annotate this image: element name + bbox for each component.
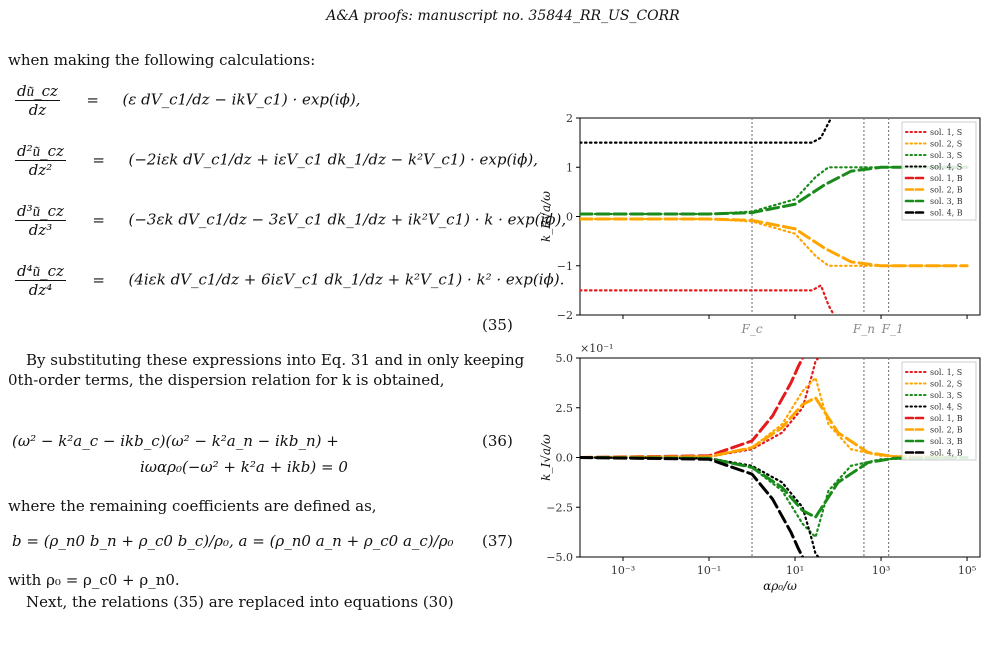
paragraph: By substituting these expressions into E…: [8, 351, 525, 389]
legend-label: sol. 4, B: [930, 209, 963, 218]
intro-text: when making the following calculations:: [8, 51, 316, 69]
legend-label: sol. 3, S: [930, 151, 962, 160]
legend-box: [901, 121, 977, 221]
equation-rhs: (−2iεk dV_c1/dz + iεV_c1 dk_1/dz − k²V_c…: [128, 150, 538, 169]
series-line: [580, 456, 969, 540]
legend-label: sol. 1, B: [930, 174, 963, 183]
equation-36-line2: iωαρ₀(−ω² + k²a + ikb) = 0: [140, 458, 348, 476]
series-line: [580, 118, 833, 144]
series-line: [580, 217, 969, 268]
equation-rhs: (−3εk dV_c1/dz − 3εV_c1 dk_1/dz + ik²V_c…: [128, 210, 567, 229]
page-header: A&A proofs: manuscript no. 35844_RR_US_C…: [326, 8, 680, 24]
reference-line-label: F_1: [881, 322, 904, 336]
y-tick-label: 0: [566, 211, 573, 224]
y-tick-label: 5.0: [556, 352, 574, 365]
y-tick-label: 1: [566, 161, 573, 174]
lhs-fraction: d³u͂_cz dz³: [15, 202, 66, 239]
y-tick-label: 2.5: [556, 402, 574, 415]
equation-row: d³u͂_cz dz³ = (−3εk dV_c1/dz − 3εV_c1 dk_…: [15, 202, 567, 239]
x-tick-label: 10⁵: [958, 564, 976, 577]
x-axis-label: αρ₀/ω: [763, 579, 797, 593]
figure: 2 1 0 −1 −2 F_c F_n F_1 k_R√a/ω sol. 1, S sol. 2, …: [540, 112, 981, 593]
equation-number: (36): [482, 432, 513, 450]
lhs-fraction: du͂_cz dz: [15, 82, 60, 119]
legend-label: sol. 3, S: [930, 391, 962, 400]
series-line: [580, 358, 820, 459]
legend-label: sol. 1, S: [930, 128, 962, 137]
y-tick-label: 2: [566, 112, 573, 125]
lhs-fraction: d⁴u͂_cz dz⁴: [15, 262, 66, 299]
series-line: [580, 456, 820, 557]
equation-37: b = (ρ_n0 b_n + ρ_c0 b_c)/ρ₀, a = (ρ_n0 …: [12, 532, 454, 550]
reference-line-label: F_c: [741, 322, 763, 336]
series-line: [580, 456, 805, 557]
legend-label: sol. 2, B: [930, 186, 963, 195]
legend-label: sol. 4, B: [930, 449, 963, 458]
axis-scale-label: ×10⁻¹: [580, 342, 613, 355]
equation-row: du͂_cz dz = (ε dV_c1/dz − ikV_c1) · exp(i…: [15, 82, 361, 119]
paragraph: with ρ₀ = ρ_c0 + ρ_n0.: [8, 571, 180, 589]
y-tick-label: 0.0: [556, 452, 574, 465]
series-line: [580, 165, 969, 216]
x-tick-label: 10³: [872, 564, 890, 577]
legend-label: sol. 3, B: [930, 437, 963, 446]
legend-label: sol. 2, B: [930, 426, 963, 435]
equation-row: d⁴u͂_cz dz⁴ = (4iεk dV_c1/dz + 6iεV_c1 dk…: [15, 262, 565, 299]
x-tick-label: 10¹: [786, 564, 804, 577]
legend-label: sol. 1, B: [930, 414, 963, 423]
y-tick-label: −5.0: [546, 551, 573, 564]
equation-rhs: (ε dV_c1/dz − ikV_c1) · exp(iϕ),: [122, 90, 361, 109]
paragraph: where the remaining coefficients are def…: [8, 497, 377, 515]
paragraph: Next, the relations (35) are replaced in…: [26, 593, 454, 611]
legend-label: sol. 3, B: [930, 197, 963, 206]
equation-rhs: (4iεk dV_c1/dz + 6iεV_c1 dk_1/dz + k²V_c…: [128, 270, 565, 289]
series-line: [580, 395, 969, 459]
legend-box: [901, 361, 977, 461]
equation-number: (37): [482, 532, 513, 550]
legend-label: sol. 1, S: [930, 368, 962, 377]
y-tick-label: −2.5: [546, 501, 573, 514]
reference-line-label: F_n: [852, 322, 875, 336]
series-line: [580, 283, 835, 315]
legend-label: sol. 4, S: [930, 163, 962, 172]
equation-number: (35): [482, 316, 513, 334]
x-tick-label: 10⁻¹: [697, 564, 721, 577]
equation-36-line1: (ω² − k²a_c − ikb_c)(ω² − k²a_n − ikb_n)…: [12, 432, 339, 450]
legend-label: sol. 4, S: [930, 403, 962, 412]
series-line: [580, 358, 805, 459]
y-tick-label: −1: [557, 260, 573, 273]
x-tick-label: 10⁻³: [611, 564, 635, 577]
y-tick-label: −2: [557, 309, 573, 322]
y-axis-label: k_R√a/ω: [540, 191, 553, 242]
series-line: [580, 456, 969, 520]
equation-row: d²u͂_cz dz² = (−2iεk dV_c1/dz + iεV_c1 dk…: [15, 142, 538, 179]
legend-label: sol. 2, S: [930, 380, 962, 389]
lhs-fraction: d²u͂_cz dz²: [15, 142, 66, 179]
y-axis-label: k_I√a/ω: [540, 434, 553, 481]
legend-label: sol. 2, S: [930, 140, 962, 149]
